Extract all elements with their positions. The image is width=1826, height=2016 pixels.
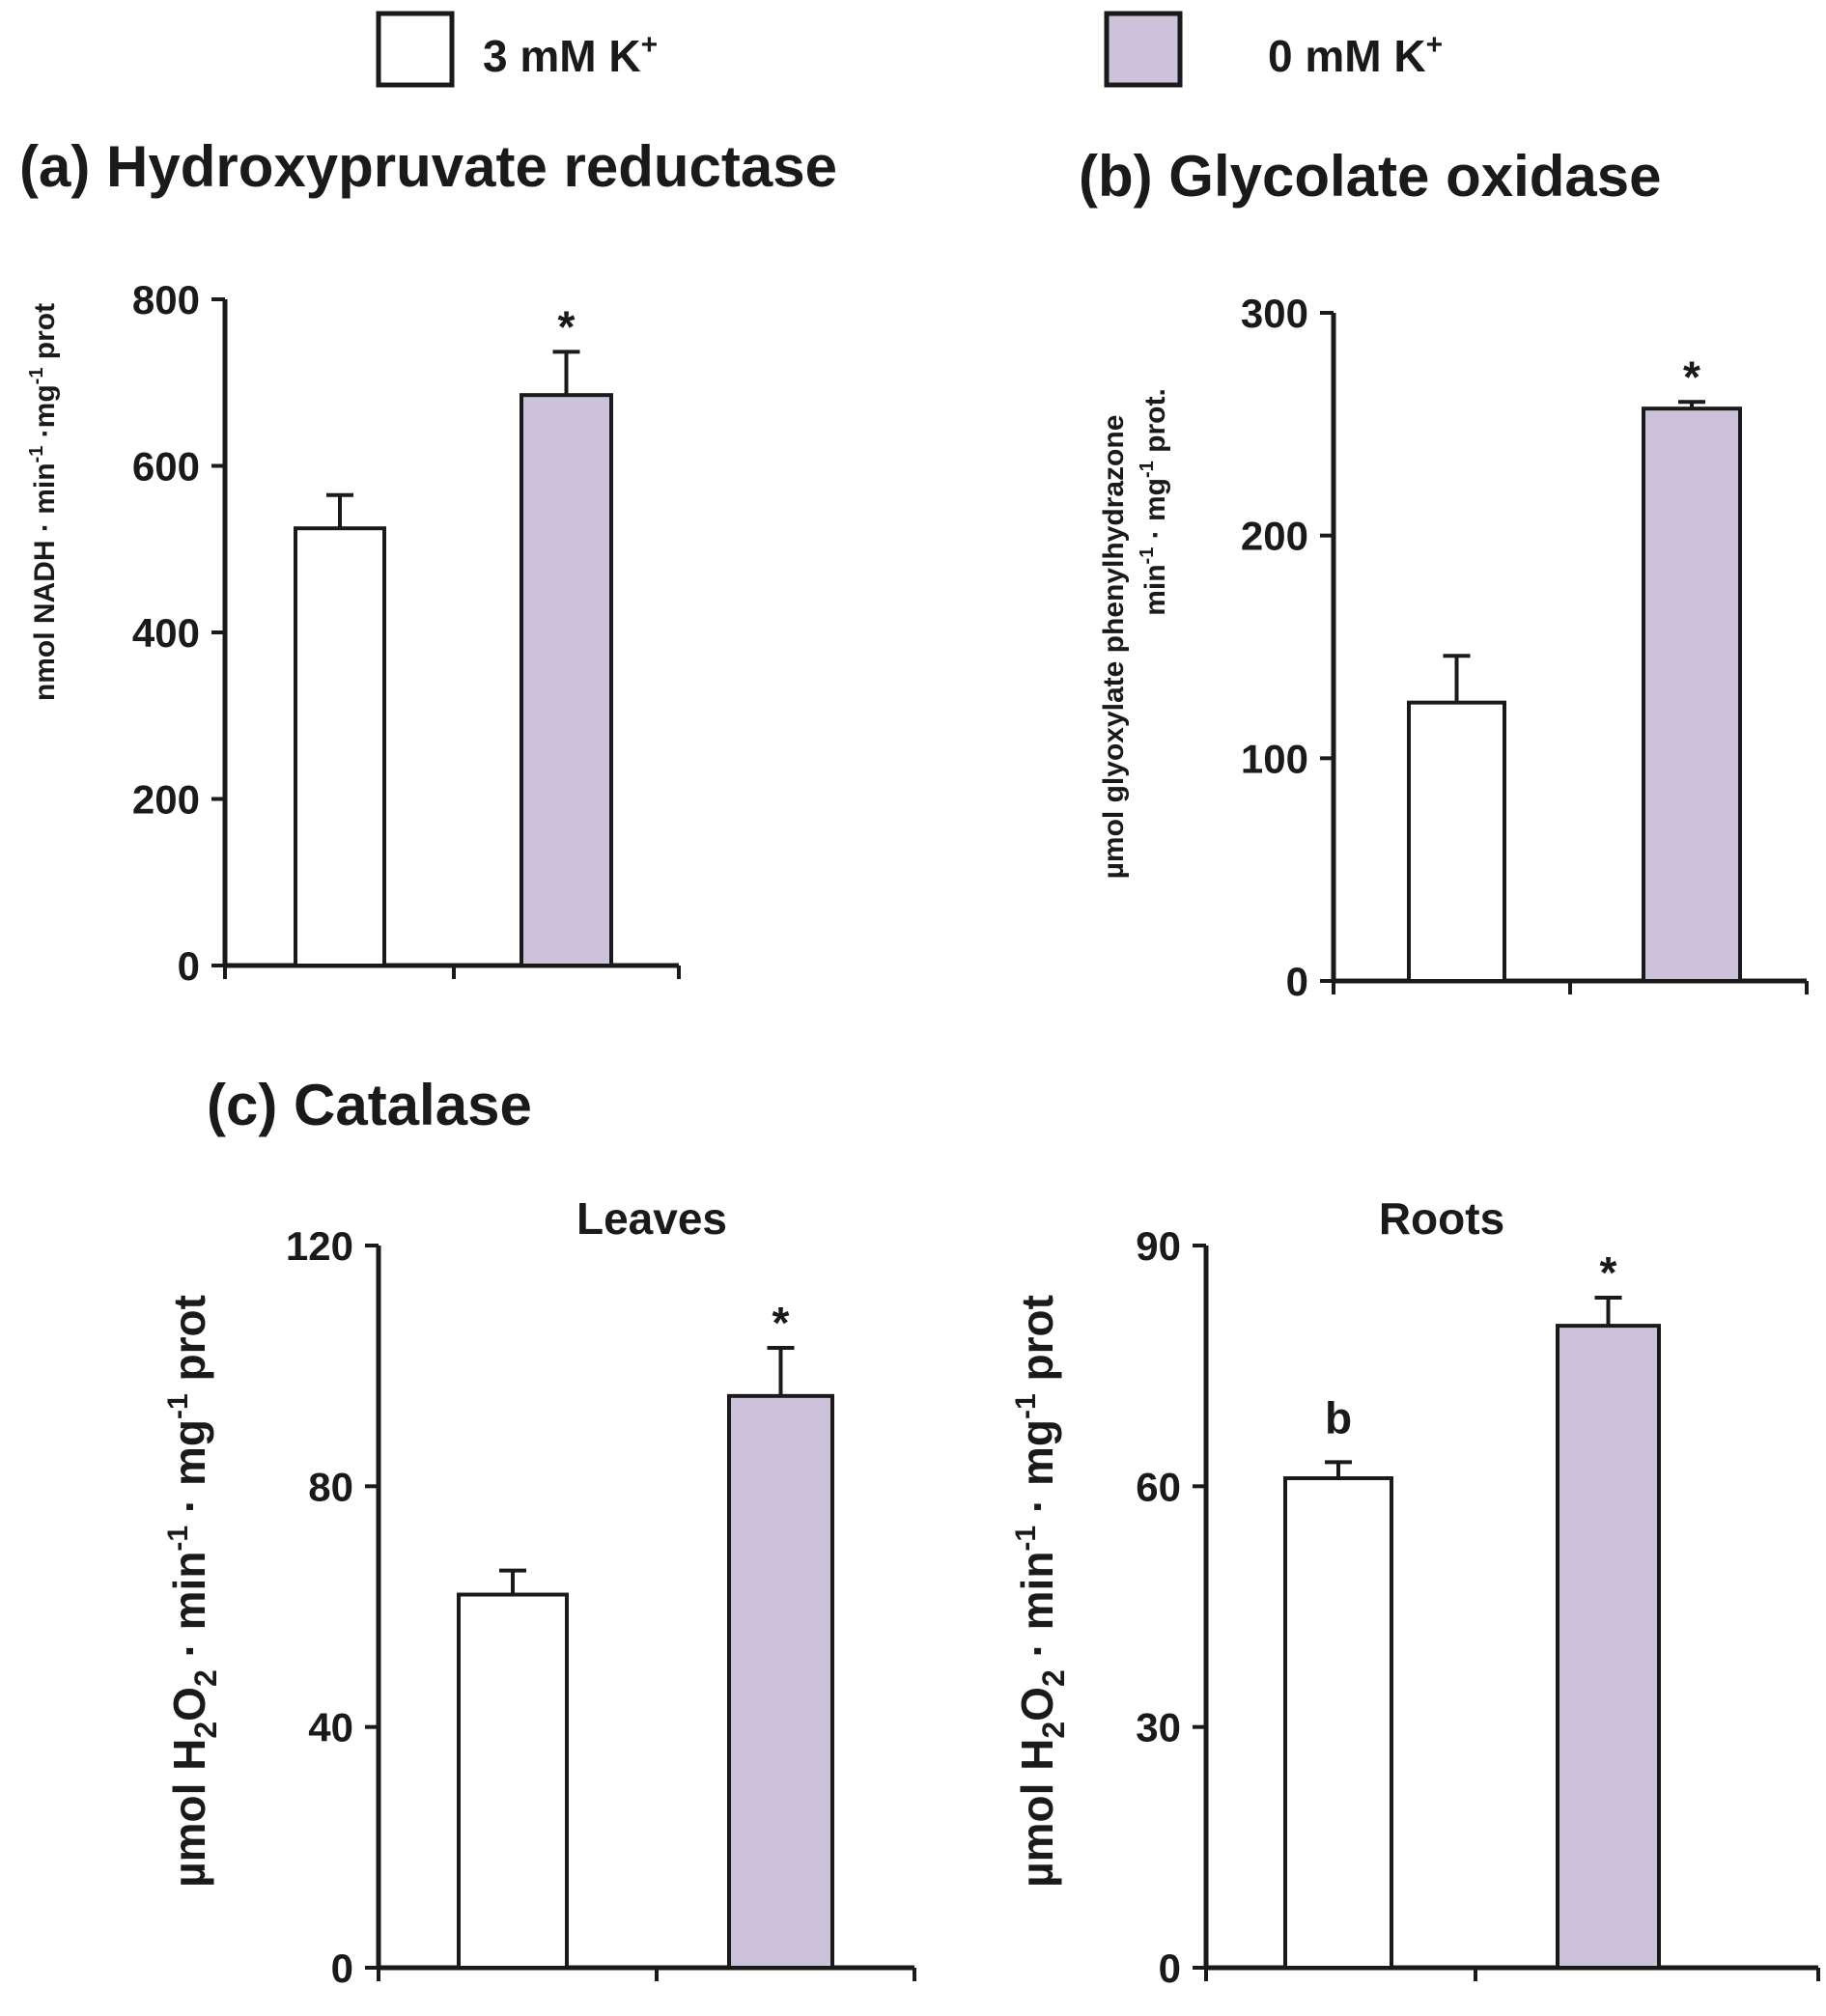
panel-b-ylabel-line1: µmol glyoxylate phenylhydrazone [1098, 415, 1130, 880]
y-tick-label: 80 [308, 1464, 353, 1509]
bar-treatment [1556, 1324, 1661, 1970]
significance-label: b [1325, 1392, 1352, 1442]
bar-control [457, 1592, 569, 1970]
y-tick-label: 100 [1241, 736, 1308, 781]
panel-a-plot: 0 200 400 600 800 * [132, 277, 681, 989]
panel-b-title: (b) Glycolate oxidase [1079, 144, 1662, 209]
y-tick-label: 120 [286, 1223, 353, 1269]
y-tick-label: 30 [1136, 1705, 1181, 1750]
legend-label-treatment: 0 mM K+ [1268, 29, 1443, 81]
significance-label: * [1600, 1247, 1617, 1298]
y-tick-label: 0 [178, 943, 200, 989]
bar-treatment [727, 1393, 834, 1971]
y-tick-label: 60 [1136, 1464, 1181, 1509]
bar-control [1283, 1476, 1393, 1970]
y-tick-label: 300 [1241, 291, 1308, 336]
bar-control [294, 526, 386, 967]
y-tick-label: 0 [331, 1946, 353, 1991]
y-tick-label: 800 [132, 277, 200, 322]
y-tick-label: 400 [132, 610, 200, 656]
y-tick-label: 200 [132, 777, 200, 823]
y-tick-label: 40 [308, 1705, 353, 1750]
roots-subtitle: Roots [1379, 1193, 1504, 1244]
leaves-subtitle: Leaves [576, 1193, 727, 1244]
leaves-ylabel: µmol H2O2 · min-1 · mg-1 prot [162, 1295, 223, 1888]
significance-label: * [558, 301, 576, 351]
y-tick-label: 0 [1159, 1946, 1181, 1991]
y-tick-label: 600 [132, 444, 200, 490]
bar-treatment [520, 393, 613, 967]
panel-a-ylabel: nmol NADH · min-1 ·mg-1 prot [26, 303, 61, 701]
panel-c-title: (c) Catalase [207, 1073, 532, 1137]
panel-b-ylabel-line2: min-1 · mg-1 prot. [1137, 388, 1171, 616]
panel-a-title: (a) Hydroxypruvate reductase [19, 134, 837, 199]
roots-plot: 0 30 60 90 b * [1136, 1223, 1820, 1991]
leaves-plot: 0 40 80 120 * [286, 1223, 916, 1991]
legend-swatch-control [376, 11, 455, 88]
y-tick-label: 200 [1241, 514, 1308, 559]
legend: 3 mM K+ 0 mM K+ [376, 11, 1443, 88]
y-tick-label: 90 [1136, 1223, 1181, 1269]
bar-control [1407, 700, 1506, 984]
panel-b-plot: 0 100 200 300 * [1241, 291, 1809, 1004]
significance-label: * [773, 1298, 790, 1348]
legend-swatch-treatment [1104, 11, 1183, 88]
bar-treatment [1642, 406, 1742, 984]
legend-label-control: 3 mM K+ [483, 29, 658, 81]
significance-label: * [1683, 351, 1700, 402]
roots-ylabel: µmol H2O2 · min-1 · mg-1 prot [1010, 1295, 1071, 1888]
y-tick-label: 0 [1286, 959, 1308, 1004]
